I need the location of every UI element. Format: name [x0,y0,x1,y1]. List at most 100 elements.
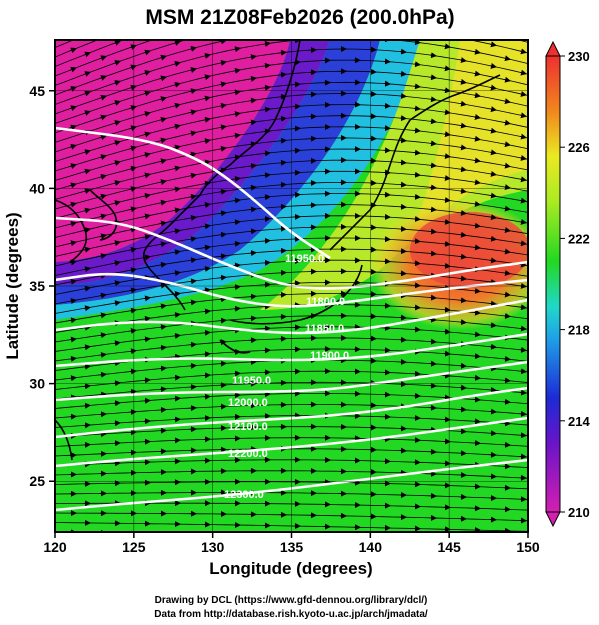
wind-arrow [83,305,91,312]
wind-arrow [143,49,151,56]
wind-arrow [83,402,91,409]
streamline [55,81,528,143]
x-tick-label: 125 [122,539,146,555]
wind-arrow [159,220,167,227]
wind-arrow [143,193,151,199]
x-tick-label: 135 [280,539,304,555]
wind-arrow [159,344,167,351]
wind-arrow [113,300,121,307]
wind-arrow [113,340,121,347]
wind-arrow [143,90,151,97]
wind-arrow [99,292,107,299]
wind-arrow [173,332,181,339]
contour-label: 11900.0 [310,350,349,362]
streamline [55,193,528,238]
wind-arrow [113,360,121,367]
x-axis-title: Longitude (degrees) [209,559,372,578]
streamline [55,126,528,181]
wind-arrow [399,93,407,99]
wind-arrow [143,172,151,179]
wind-arrow [143,377,151,384]
wind-arrow [129,145,137,152]
streamline [55,337,528,362]
wind-arrow [159,261,167,268]
wind-arrow [83,246,91,253]
wind-arrow [279,93,287,100]
wind-arrow [189,67,197,73]
wind-arrow [159,158,167,165]
wind-arrow [249,228,257,235]
wind-arrow [489,170,497,177]
wind-arrow [173,40,181,46]
wind-arrow [279,49,287,56]
wind-arrow [219,317,227,324]
wind-arrow [129,388,137,395]
wind-arrow [473,353,481,360]
wind-arrow [429,96,437,103]
wind-arrow [429,162,437,169]
contour-label: 12000.0 [228,397,268,409]
wind-arrow [69,240,77,247]
wind-arrow [113,180,121,186]
wind-arrow [263,62,271,69]
wind-arrow [189,215,197,221]
wind-arrow [83,363,91,370]
wind-arrow [489,62,497,69]
wind-arrow [429,52,437,59]
wind-arrow [519,133,527,140]
wind-arrow [69,201,77,208]
x-tick-label: 150 [516,539,540,555]
streamline [55,437,528,447]
wind-arrow [159,54,167,61]
streamline [55,370,528,390]
wind-arrow [113,100,121,106]
wind-arrow [263,216,271,223]
contour-line [55,360,528,402]
contour-label: 12300.0 [224,489,264,501]
wind-arrow [219,231,227,238]
streamline [55,104,528,162]
wind-arrow [413,61,421,68]
wind-arrow [519,389,527,396]
wind-arrow [219,124,227,131]
wind-arrow [489,235,497,242]
wind-arrow [429,140,437,147]
wind-arrow [503,184,511,191]
streamline [55,270,528,305]
contour-line [55,216,528,290]
wind-arrow [459,166,467,173]
colorbar-body [545,55,561,513]
wind-arrow [249,119,257,126]
wind-arrow [113,380,121,387]
wind-arrow [473,157,481,164]
wind-arrow [83,110,91,116]
wind-arrow [203,223,211,230]
wind-arrow [249,250,257,257]
wind-arrow [413,149,421,156]
wind-arrow [143,315,151,322]
wind-arrow [69,163,77,169]
wind-arrow [99,312,107,319]
lat-lon-grid [54,40,529,532]
wind-arrow [203,159,211,166]
wind-arrow [219,59,227,66]
wind-arrow [99,154,107,160]
colorbar-top-triangle [545,40,561,57]
wind-arrow [113,280,121,287]
wind-arrow [173,249,181,256]
wind-arrow [143,254,151,261]
wind-arrow [99,193,107,200]
wind-arrow [99,233,107,240]
credit-drawing: Drawing by DCL (https://www.gfd-dennou.o… [155,595,428,606]
wind-arrow [173,207,181,214]
wind-arrow [219,167,227,174]
wind-arrow [263,106,271,113]
streamline [55,415,528,428]
streamline [55,481,528,490]
wind-arrow [69,355,77,362]
wind-arrow [129,165,137,172]
wind-arrow [473,179,481,186]
wind-arrow [99,332,107,339]
wind-arrow [400,29,406,30]
wind-arrow [279,137,287,144]
